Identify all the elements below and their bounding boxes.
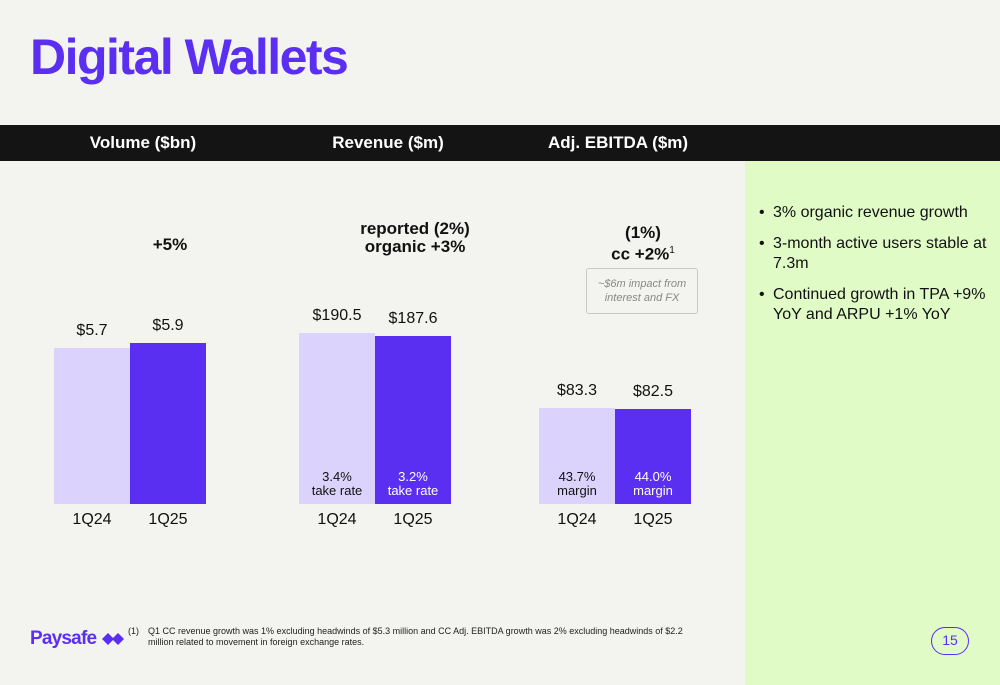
volume-bar-1q25 xyxy=(130,343,206,504)
paysafe-logo: Paysafe xyxy=(30,628,125,650)
volume-bar-1q24 xyxy=(54,348,130,504)
ebitda-inner-label: 43.7% margin xyxy=(539,470,615,498)
inner-label-line: margin xyxy=(633,483,673,498)
inner-label-line: 44.0% xyxy=(634,469,672,484)
revenue-value-label: $190.5 xyxy=(312,307,362,324)
column-header-bar: Volume ($bn) Revenue ($m) Adj. EBITDA ($… xyxy=(0,125,1000,161)
ebitda-value-label: $83.3 xyxy=(556,382,598,399)
footnote-text: Q1 CC revenue growth was 1% excluding he… xyxy=(148,626,683,647)
column-header-volume: Volume ($bn) xyxy=(89,133,197,152)
inner-label-line: 3.4% xyxy=(322,469,352,484)
ebitda-value-label: $82.5 xyxy=(632,382,674,400)
highlight-bullet: 3% organic revenue growth xyxy=(759,203,989,223)
revenue-growth-reported: reported (2%) xyxy=(360,219,470,238)
revenue-value-label: $187.6 xyxy=(388,309,438,327)
ebitda-category-label: 1Q25 xyxy=(633,511,673,528)
highlights-list: 3% organic revenue growth 3-month active… xyxy=(759,203,989,336)
inner-label-line: take rate xyxy=(311,483,363,498)
revenue-bar-1q25 xyxy=(375,335,451,504)
ebitda-category-label: 1Q24 xyxy=(557,511,597,528)
highlights-panel: 3% organic revenue growth 3-month active… xyxy=(745,161,1000,685)
revenue-growth-organic: organic +3% xyxy=(364,237,466,256)
note-line: interest and FX xyxy=(604,292,680,304)
revenue-category-label: 1Q24 xyxy=(317,511,357,528)
column-header-ebitda: Adj. EBITDA ($m) xyxy=(547,133,689,152)
inner-label-line: take rate xyxy=(387,483,439,498)
revenue-inner-label: 3.4% take rate xyxy=(299,470,375,498)
revenue-category-label: 1Q25 xyxy=(393,511,433,528)
volume-category-label: 1Q25 xyxy=(148,511,188,528)
ebitda-impact-note: ~$6m impact from interest and FX xyxy=(586,268,698,314)
volume-value-label: $5.7 xyxy=(76,322,108,340)
page-title: Digital Wallets xyxy=(30,29,349,85)
inner-label-line: 3.2% xyxy=(398,469,428,484)
volume-category-label: 1Q24 xyxy=(72,511,112,528)
highlight-bullet: 3-month active users stable at 7.3m xyxy=(759,234,989,274)
revenue-inner-label: 3.2% take rate xyxy=(375,470,451,498)
ebitda-growth-cc-text: cc +2% xyxy=(611,244,670,264)
page-number: 15 xyxy=(931,627,969,655)
revenue-bar-1q24 xyxy=(299,333,375,504)
diamond-logo-icon xyxy=(102,633,125,645)
column-header-revenue: Revenue ($m) xyxy=(332,133,444,152)
ebitda-inner-label: 44.0% margin xyxy=(615,470,691,498)
note-line: ~$6m impact from xyxy=(597,278,687,290)
volume-growth: +5% xyxy=(152,235,188,254)
ebitda-growth-cc: cc +2%1 xyxy=(593,242,693,264)
inner-label-line: 43.7% xyxy=(558,469,596,484)
ebitda-bar-1q24 xyxy=(539,408,615,504)
inner-label-line: margin xyxy=(557,483,597,498)
volume-value-label: $5.9 xyxy=(152,317,184,334)
ebitda-growth-reported: (1%) xyxy=(625,223,661,242)
footnote: (1) Q1 CC revenue growth was 1% excludin… xyxy=(128,626,698,648)
highlight-bullet: Continued growth in TPA +9% YoY and ARPU… xyxy=(759,285,989,325)
footnote-ref: 1 xyxy=(669,245,675,256)
footnote-marker: (1) xyxy=(128,626,139,636)
ebitda-bar-1q25 xyxy=(615,408,691,504)
logo-text: Paysafe xyxy=(30,628,97,649)
